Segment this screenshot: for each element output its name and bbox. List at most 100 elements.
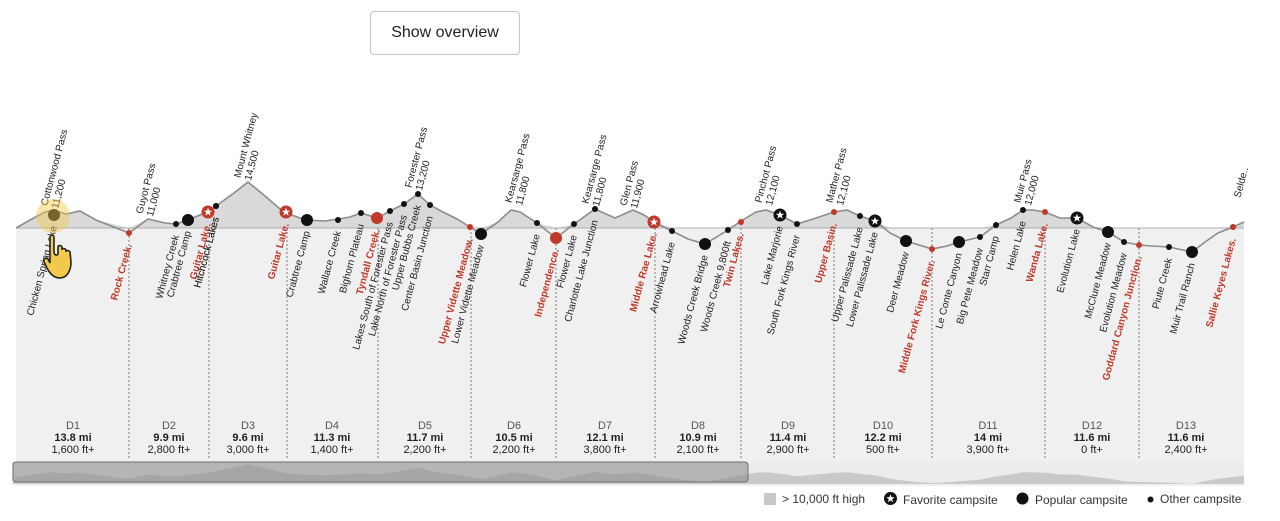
popular-campsite-marker[interactable] — [475, 228, 487, 240]
day-distance: 11.6 mi — [1168, 432, 1205, 444]
other-campsite-marker[interactable] — [126, 230, 132, 236]
show-overview-button[interactable]: Show overview — [370, 11, 520, 55]
legend-other-label: Other campsite — [1160, 492, 1242, 506]
other-campsite-marker[interactable] — [1020, 207, 1026, 213]
day-label: D11 — [978, 420, 997, 432]
other-campsite-marker[interactable] — [857, 213, 863, 219]
day-elevation-gain: 1,600 ft+ — [51, 444, 94, 456]
high-terrain-swatch — [764, 493, 776, 505]
favorite-campsite-star-icon[interactable] — [201, 205, 215, 219]
popular-campsite-marker[interactable] — [182, 214, 194, 226]
other-campsite-marker[interactable] — [427, 202, 433, 208]
svg-text:Glen Pass11,900: Glen Pass11,900 — [619, 160, 652, 210]
other-campsite-marker[interactable] — [415, 191, 421, 197]
favorite-campsite-star-icon[interactable] — [1070, 211, 1084, 225]
other-campsite-marker[interactable] — [1166, 244, 1172, 250]
svg-text:Kearsarge Pass11,800: Kearsarge Pass11,800 — [581, 133, 621, 207]
other-campsite-marker[interactable] — [993, 222, 999, 228]
day-distance: 11.3 mi — [314, 432, 351, 444]
day-label: D8 — [691, 420, 705, 432]
other-campsite-marker[interactable] — [725, 227, 731, 233]
favorite-campsite-star-icon[interactable] — [279, 205, 293, 219]
day-elevation-gain: 0 ft+ — [1081, 444, 1103, 456]
other-campsite-marker[interactable] — [831, 209, 837, 215]
popular-campsite-marker[interactable] — [48, 209, 60, 221]
day-distance: 14 mi — [974, 432, 1002, 444]
day-elevation-gain: 2,200 ft+ — [492, 444, 535, 456]
pass-label: Pinchot Pass12,100 — [754, 145, 783, 207]
other-campsite-marker[interactable] — [571, 221, 577, 227]
other-campsite-marker[interactable] — [794, 221, 800, 227]
svg-text:Kearsarge Pass11,800: Kearsarge Pass11,800 — [504, 132, 544, 206]
minimap — [12, 461, 1244, 484]
popular-campsite-marker[interactable] — [371, 212, 383, 224]
pointer-hand-icon — [36, 199, 72, 279]
popular-campsite-marker[interactable] — [1102, 226, 1114, 238]
other-campsite-marker[interactable] — [929, 246, 935, 252]
popular-campsite-marker[interactable] — [1186, 246, 1198, 258]
other-campsite-marker[interactable] — [1230, 224, 1236, 230]
pass-label: Glen Pass11,900 — [619, 160, 652, 210]
other-campsite-marker[interactable] — [669, 228, 675, 234]
popular-campsite-marker[interactable] — [550, 232, 562, 244]
day-label: D2 — [162, 420, 176, 432]
minimap-viewport-window[interactable] — [12, 461, 749, 483]
favorite-campsite-star-icon[interactable] — [647, 215, 661, 229]
day-elevation-gain: 2,900 ft+ — [766, 444, 809, 456]
pass-label: Selde.. — [1233, 166, 1252, 199]
day-distance: 12.2 mi — [864, 432, 901, 444]
svg-text:Mount Whitney14,500: Mount Whitney14,500 — [233, 112, 272, 182]
other-campsite-marker[interactable] — [977, 234, 983, 240]
pass-label: Mount Whitney14,500 — [233, 112, 272, 182]
popular-campsite-marker[interactable] — [699, 238, 711, 250]
day-distance: 13.8 mi — [54, 432, 91, 444]
other-campsite-marker[interactable] — [1136, 242, 1142, 248]
popular-campsite-marker[interactable] — [900, 235, 912, 247]
day-elevation-gain: 2,800 ft+ — [147, 444, 190, 456]
day-distance: 10.5 mi — [495, 432, 532, 444]
popular-campsite-marker[interactable] — [301, 214, 313, 226]
other-campsite-marker[interactable] — [401, 201, 407, 207]
svg-text:Selde..: Selde.. — [1233, 166, 1252, 199]
pass-label: Cottonwood Pass11,200 — [40, 128, 82, 209]
pass-label: Muir Pass12,000 — [1013, 158, 1042, 207]
other-campsite-marker[interactable] — [592, 206, 598, 212]
day-label: D10 — [873, 420, 893, 432]
other-campsite-marker[interactable] — [213, 203, 219, 209]
day-distance: 11.7 mi — [407, 432, 444, 444]
legend-high-label: > 10,000 ft high — [782, 492, 866, 506]
other-dot-icon — [1147, 492, 1154, 506]
day-elevation-gain: 1,400 ft+ — [310, 444, 353, 456]
pass-label: Kearsarge Pass11,800 — [504, 132, 544, 206]
legend-other: Other campsite — [1147, 492, 1241, 506]
favorite-campsite-star-icon[interactable] — [868, 214, 882, 228]
day-distance: 12.1 mi — [586, 432, 623, 444]
other-campsite-marker[interactable] — [358, 210, 364, 216]
day-elevation-gain: 3,000 ft+ — [226, 444, 269, 456]
other-campsite-marker[interactable] — [387, 208, 393, 214]
day-elevation-gain: 3,900 ft+ — [966, 444, 1009, 456]
day-elevation-gain: 2,400 ft+ — [1164, 444, 1207, 456]
other-campsite-marker[interactable] — [467, 224, 473, 230]
popular-campsite-marker[interactable] — [953, 236, 965, 248]
svg-text:Forester Pass13,200: Forester Pass13,200 — [404, 126, 441, 192]
other-campsite-marker[interactable] — [738, 219, 744, 225]
day-label: D4 — [325, 420, 339, 432]
svg-text:Mather Pass12,100: Mather Pass12,100 — [825, 147, 861, 207]
day-distance: 9.6 mi — [232, 432, 263, 444]
other-campsite-marker[interactable] — [335, 217, 341, 223]
favorite-campsite-star-icon[interactable] — [773, 208, 787, 222]
other-campsite-marker[interactable] — [534, 220, 540, 226]
day-distance: 9.9 mi — [153, 432, 184, 444]
other-campsite-marker[interactable] — [173, 221, 179, 227]
other-campsite-marker[interactable] — [1121, 239, 1127, 245]
pass-label: Forester Pass13,200 — [404, 126, 441, 192]
legend-popular-label: Popular campsite — [1035, 493, 1128, 507]
day-distance: 11.4 mi — [770, 432, 807, 444]
svg-text:Guyot Pass11,000: Guyot Pass11,000 — [135, 162, 170, 218]
other-campsite-marker[interactable] — [1042, 209, 1048, 215]
svg-text:Cottonwood Pass11,200: Cottonwood Pass11,200 — [40, 128, 82, 209]
day-label: D13 — [1176, 420, 1196, 432]
